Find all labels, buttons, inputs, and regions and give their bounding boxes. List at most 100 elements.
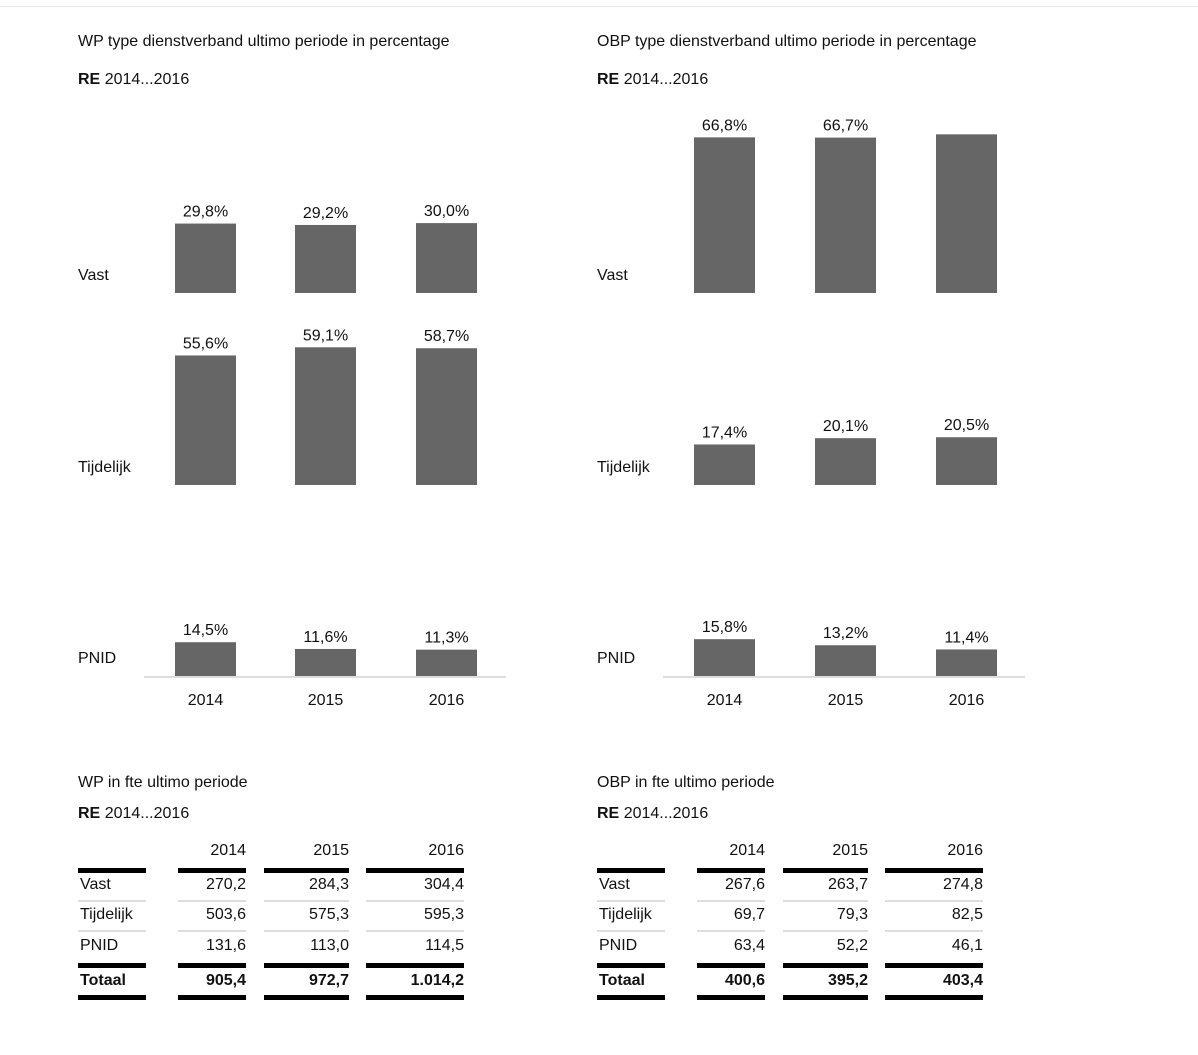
header-rule: [783, 868, 868, 873]
table-body: 2014 2015 2016 Vast 270,2 284,3 304,4 Tijdelijk…: [78, 842, 468, 1007]
bar-pnid-2014: [694, 639, 755, 676]
row-label: Totaal: [80, 972, 126, 989]
data-label: 29,8%: [183, 204, 228, 221]
series-label-vast: Vast: [78, 267, 109, 284]
column-header: 2015: [313, 842, 349, 859]
x-tick-label: 2016: [429, 692, 465, 709]
table-cell: 503,6: [205, 906, 246, 923]
table-title-obp: OBP in fte ultimo periode: [597, 774, 775, 791]
row-rule: [78, 900, 146, 902]
data-label: 14,5%: [183, 622, 228, 639]
total-rule-bottom: [178, 995, 246, 1000]
bar-tijdelijk-2016: [936, 437, 997, 485]
table-cell: 905,4: [205, 972, 246, 989]
data-label: 20,5%: [944, 417, 989, 434]
table-cell: 113,0: [310, 937, 349, 954]
series-label-tijdelijk: Tijdelijk: [597, 459, 651, 476]
column-header: 2014: [210, 842, 246, 859]
table-cell: 575,3: [308, 906, 349, 923]
header-rule: [597, 868, 665, 873]
total-rule-top: [597, 963, 665, 968]
subtitle-bold: RE: [78, 71, 101, 88]
column-header: 2016: [947, 842, 983, 859]
data-label: 17,4%: [702, 424, 747, 441]
data-label: 29,2%: [303, 205, 348, 222]
row-rule: [366, 930, 464, 932]
table-cell: 403,4: [942, 972, 983, 989]
row-label: Tijdelijk: [599, 906, 652, 923]
table-subtitle-wp: RE 2014...2016: [78, 805, 189, 823]
bar-pnid-2016: [936, 649, 997, 676]
data-label: 11,6%: [303, 629, 347, 646]
data-label: 66,8%: [702, 117, 747, 134]
data-label: 58,7%: [424, 328, 469, 345]
total-rule-bottom: [78, 995, 146, 1000]
total-rule-top: [78, 963, 146, 968]
series-label-pnid: PNID: [597, 650, 635, 667]
bar-pnid-2015: [815, 645, 876, 676]
header-rule: [697, 868, 765, 873]
row-label: Vast: [80, 876, 111, 893]
total-rule-top: [885, 963, 983, 968]
data-label: 59,1%: [303, 327, 348, 344]
column-header: 2014: [729, 842, 765, 859]
table-title-wp: WP in fte ultimo periode: [78, 774, 248, 791]
chart-title-obp: OBP type dienstverband ultimo periode in…: [597, 33, 977, 50]
bar-pnid-2015: [295, 648, 356, 676]
table-cell: 114,5: [425, 937, 464, 954]
series-label-tijdelijk: Tijdelijk: [78, 459, 132, 476]
table-cell: 263,7: [827, 876, 868, 893]
data-label: 55,6%: [183, 335, 228, 352]
table-cell: 63,4: [733, 937, 765, 954]
table-cell: 972,7: [308, 972, 349, 989]
row-rule: [885, 930, 983, 932]
series-label-pnid: PNID: [78, 650, 116, 667]
row-rule: [178, 930, 246, 932]
top-divider: [0, 6, 1198, 7]
data-label: 13,2%: [823, 625, 868, 642]
bar-vast-2014: [694, 137, 755, 293]
row-rule: [597, 900, 665, 902]
bar-pnid-2016: [416, 649, 477, 676]
table-cell: 69,7: [733, 906, 765, 923]
bar-vast-2016: [936, 134, 997, 293]
subtitle-range: 2014...2016: [104, 71, 190, 88]
table-cell: 595,3: [423, 906, 464, 923]
row-rule: [178, 900, 246, 902]
header-rule: [78, 868, 146, 873]
chart-title-wp: WP type dienstverband ultimo periode in …: [78, 33, 450, 50]
table-cell: 274,8: [942, 876, 983, 893]
total-rule-top: [264, 963, 349, 968]
x-tick-label: 2016: [949, 692, 985, 709]
bar-vast-2016: [416, 223, 477, 293]
bar-tijdelijk-2015: [295, 347, 356, 485]
x-tick-label: 2015: [308, 692, 344, 709]
table-cell: 1.014,2: [410, 972, 464, 989]
row-rule: [597, 930, 665, 932]
bar-tijdelijk-2014: [694, 444, 755, 485]
x-tick-label: 2014: [188, 692, 224, 709]
table-cell: 79,3: [836, 906, 868, 923]
table-cell: 131,6: [205, 937, 246, 954]
subtitle-bold: RE: [78, 805, 101, 822]
header-rule: [178, 868, 246, 873]
table-cell: 400,6: [724, 972, 765, 989]
row-rule: [783, 900, 868, 902]
subtitle-range: 2014...2016: [104, 805, 190, 822]
total-rule-top: [783, 963, 868, 968]
x-tick-label: 2014: [707, 692, 743, 709]
bar-tijdelijk-2015: [815, 438, 876, 485]
table-cell: 46,1: [951, 937, 983, 954]
table-cell: 304,4: [423, 876, 464, 893]
table-cell: 52,2: [836, 937, 868, 954]
total-rule-bottom: [264, 995, 349, 1000]
data-label: 11,3%: [424, 630, 468, 647]
row-label: PNID: [80, 937, 119, 954]
table-cell: 82,5: [951, 906, 983, 923]
total-rule-top: [697, 963, 765, 968]
data-label: 30,0%: [424, 203, 469, 220]
data-label: 20,1%: [823, 418, 868, 435]
series-label-vast: Vast: [597, 267, 628, 284]
row-rule: [366, 900, 464, 902]
